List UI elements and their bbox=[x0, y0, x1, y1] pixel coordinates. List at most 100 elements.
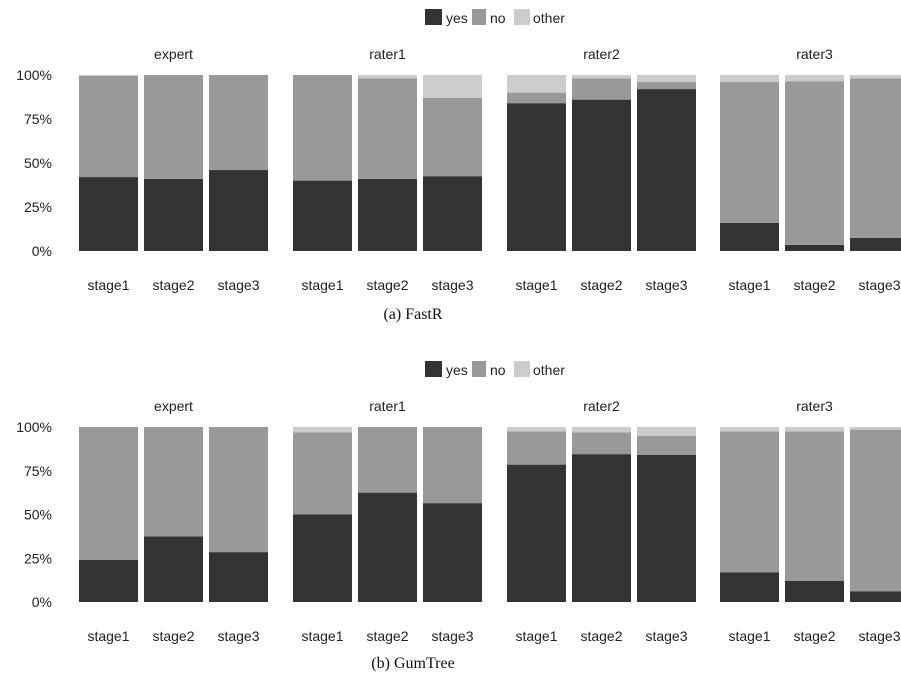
bar-segment-other bbox=[850, 427, 901, 430]
bar-segment-other bbox=[507, 75, 566, 93]
chart-caption: (b) GumTree bbox=[371, 655, 454, 672]
chart-a: yes no other 0% 25% 50% 75% 100% expert stage1 sta… bbox=[16, 9, 901, 323]
x-tick-label: stage1 bbox=[728, 277, 770, 293]
legend-swatch-other bbox=[514, 361, 530, 377]
panel-title-rater2: rater2 bbox=[583, 46, 620, 62]
y-tick-label: 75% bbox=[24, 111, 52, 127]
legend-swatch-no bbox=[472, 9, 486, 25]
bar-segment-other bbox=[507, 427, 566, 432]
x-tick-label: stage1 bbox=[87, 277, 129, 293]
panel-title-rater3: rater3 bbox=[796, 46, 833, 62]
bar-segment-yes bbox=[144, 178, 203, 251]
x-tick-label: stage3 bbox=[858, 277, 900, 293]
x-tick-label: stage2 bbox=[580, 277, 622, 293]
bar-segment-no bbox=[507, 92, 566, 104]
bar-segment-no bbox=[720, 431, 779, 573]
x-tick-label: stage1 bbox=[515, 628, 557, 644]
bar-segment-yes bbox=[79, 560, 138, 602]
bar-segment-no bbox=[144, 427, 203, 537]
legend-label-yes: yes bbox=[446, 10, 468, 26]
bar-segment-yes bbox=[637, 89, 696, 251]
x-tick-label: stage3 bbox=[645, 628, 687, 644]
bar-segment-other bbox=[637, 75, 696, 83]
x-tick-label: stage1 bbox=[87, 628, 129, 644]
x-tick-label: stage3 bbox=[431, 277, 473, 293]
panel-title-rater2: rater2 bbox=[583, 398, 620, 414]
bar-segment-other bbox=[785, 427, 844, 432]
bar-segment-no bbox=[572, 78, 631, 100]
bar-segment-yes bbox=[144, 536, 203, 602]
bar-segment-other bbox=[423, 75, 482, 98]
bar-segment-yes bbox=[423, 176, 482, 251]
bar-segment-yes bbox=[209, 552, 268, 602]
x-tick-label: stage1 bbox=[301, 628, 343, 644]
bar-segment-yes bbox=[850, 237, 901, 251]
x-tick-label: stage1 bbox=[301, 277, 343, 293]
legend-swatch-yes bbox=[425, 9, 442, 25]
bar-segment-yes bbox=[572, 454, 631, 602]
y-tick-label: 100% bbox=[16, 67, 52, 83]
bar-segment-yes bbox=[423, 503, 482, 602]
legend-label-yes: yes bbox=[446, 362, 468, 378]
y-tick-label: 75% bbox=[24, 463, 52, 479]
bar-segment-no bbox=[293, 75, 352, 181]
x-tick-label: stage2 bbox=[152, 628, 194, 644]
chart-caption: (a) FastR bbox=[383, 306, 442, 323]
bar-segment-no bbox=[209, 427, 268, 553]
bar-segment-yes bbox=[358, 178, 417, 251]
y-tick-label: 0% bbox=[32, 243, 52, 259]
bar-segment-yes bbox=[293, 180, 352, 251]
y-tick-label: 0% bbox=[32, 594, 52, 610]
y-tick-label: 50% bbox=[24, 507, 52, 523]
bar-segment-no bbox=[572, 432, 631, 455]
x-tick-label: stage2 bbox=[580, 628, 622, 644]
bar-segment-no bbox=[637, 435, 696, 455]
bar-segment-no bbox=[637, 82, 696, 90]
legend-swatch-no bbox=[472, 361, 486, 377]
bar-segment-other bbox=[358, 75, 417, 79]
y-tick-label: 25% bbox=[24, 199, 52, 215]
bar-segment-yes bbox=[850, 591, 901, 602]
bar-segment-yes bbox=[79, 177, 138, 251]
bar-segment-yes bbox=[720, 222, 779, 251]
bar-segment-no bbox=[358, 78, 417, 179]
y-tick-label: 25% bbox=[24, 550, 52, 566]
x-tick-label: stage3 bbox=[645, 277, 687, 293]
x-tick-label: stage2 bbox=[793, 277, 835, 293]
x-tick-label: stage2 bbox=[366, 277, 408, 293]
bar-segment-no bbox=[850, 78, 901, 238]
bar-segment-yes bbox=[209, 170, 268, 251]
bar-segment-yes bbox=[637, 455, 696, 602]
x-tick-label: stage2 bbox=[152, 277, 194, 293]
legend-label-other: other bbox=[533, 10, 565, 26]
x-tick-label: stage2 bbox=[366, 628, 408, 644]
bar-segment-no bbox=[850, 429, 901, 592]
bar-segment-no bbox=[720, 82, 779, 223]
x-tick-label: stage3 bbox=[217, 277, 259, 293]
bar-segment-yes bbox=[785, 244, 844, 251]
bar-segment-no bbox=[358, 427, 417, 493]
bar-segment-other bbox=[293, 427, 352, 433]
bar-segment-no bbox=[144, 75, 203, 179]
legend-label-other: other bbox=[533, 362, 565, 378]
bar-segment-yes bbox=[785, 581, 844, 602]
bar-segment-no bbox=[79, 427, 138, 560]
bar-segment-no bbox=[423, 427, 482, 504]
bar-segment-no bbox=[507, 431, 566, 465]
bar-segment-no bbox=[785, 81, 844, 245]
x-tick-label: stage2 bbox=[793, 628, 835, 644]
bar-segment-yes bbox=[293, 514, 352, 602]
bar-segment-other bbox=[720, 75, 779, 83]
bar-segment-no bbox=[423, 97, 482, 177]
x-tick-label: stage1 bbox=[728, 628, 770, 644]
legend-swatch-yes bbox=[425, 361, 442, 377]
bar-segment-no bbox=[79, 75, 138, 178]
panel-title-rater1: rater1 bbox=[369, 398, 406, 414]
y-tick-label: 100% bbox=[16, 419, 52, 435]
bar-segment-no bbox=[209, 75, 268, 171]
bar-segment-other bbox=[572, 427, 631, 433]
bar-segment-other bbox=[572, 75, 631, 79]
bar-segment-other bbox=[785, 75, 844, 82]
